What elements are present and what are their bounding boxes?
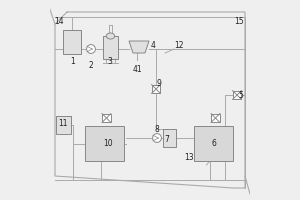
Text: 4: 4 xyxy=(151,42,155,50)
Bar xyxy=(85,126,124,161)
Bar xyxy=(103,36,118,59)
Text: 2: 2 xyxy=(88,60,93,70)
Bar xyxy=(163,129,176,147)
Circle shape xyxy=(87,45,95,53)
Bar xyxy=(56,116,71,134)
Text: 15: 15 xyxy=(234,17,244,25)
Text: 1: 1 xyxy=(70,56,75,66)
Bar xyxy=(232,91,242,99)
Bar xyxy=(211,114,220,122)
Bar xyxy=(194,126,233,161)
Text: 14: 14 xyxy=(54,17,64,25)
Bar xyxy=(63,30,81,54)
Bar xyxy=(152,85,160,93)
Text: 3: 3 xyxy=(108,56,112,66)
Circle shape xyxy=(153,134,161,142)
Polygon shape xyxy=(129,41,149,53)
Text: 41: 41 xyxy=(132,64,142,73)
Ellipse shape xyxy=(106,33,115,39)
Text: 10: 10 xyxy=(103,138,113,148)
Text: 8: 8 xyxy=(154,124,159,134)
Text: 11: 11 xyxy=(58,119,68,129)
Text: 12: 12 xyxy=(174,42,184,50)
Text: 5: 5 xyxy=(238,90,243,99)
Text: 6: 6 xyxy=(212,138,216,148)
Text: 9: 9 xyxy=(157,78,161,88)
Text: 13: 13 xyxy=(184,152,194,162)
Bar xyxy=(102,114,111,122)
Text: 7: 7 xyxy=(165,134,170,144)
